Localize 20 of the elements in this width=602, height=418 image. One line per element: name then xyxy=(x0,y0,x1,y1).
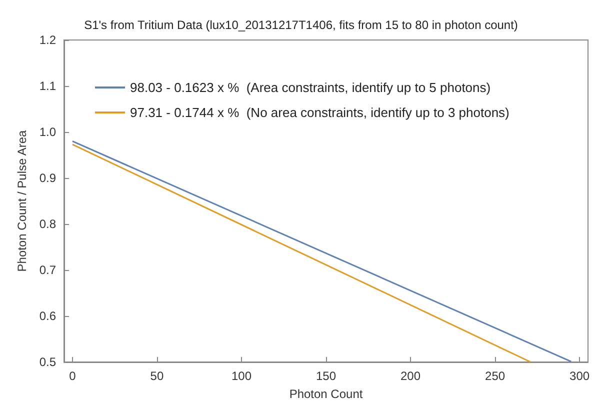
legend-label: 98.03 - 0.1623 x % (Area constraints, identify up to 5 photons) xyxy=(130,80,491,95)
y-tick-label: 0.9 xyxy=(39,171,56,185)
y-tick-label: 1.1 xyxy=(39,79,56,93)
x-tick-label: 50 xyxy=(150,369,164,383)
y-tick-label: 0.8 xyxy=(39,217,56,231)
chart-title: S1's from Tritium Data (lux10_20131217T1406, fits from 15 to 80 in photon count) xyxy=(84,18,518,32)
y-tick-label: 0.5 xyxy=(39,355,56,369)
y-tick-label: 1.2 xyxy=(39,33,56,47)
legend-label: 97.31 - 0.1744 x % (No area constraints, identify up to 3 photons) xyxy=(130,105,510,120)
y-tick-label: 0.6 xyxy=(39,309,56,323)
x-tick-label: 250 xyxy=(485,369,506,383)
x-axis-title: Photon Count xyxy=(289,387,364,401)
y-tick-label: 1.0 xyxy=(39,125,56,139)
x-tick-label: 100 xyxy=(231,369,252,383)
x-tick-label: 300 xyxy=(570,369,590,383)
y-axis-title: Photon Count / Pulse Area xyxy=(15,130,29,272)
y-tick-label: 0.7 xyxy=(39,263,56,277)
x-tick-label: 200 xyxy=(400,369,421,383)
x-tick-label: 0 xyxy=(69,369,76,383)
x-tick-label: 150 xyxy=(316,369,336,383)
